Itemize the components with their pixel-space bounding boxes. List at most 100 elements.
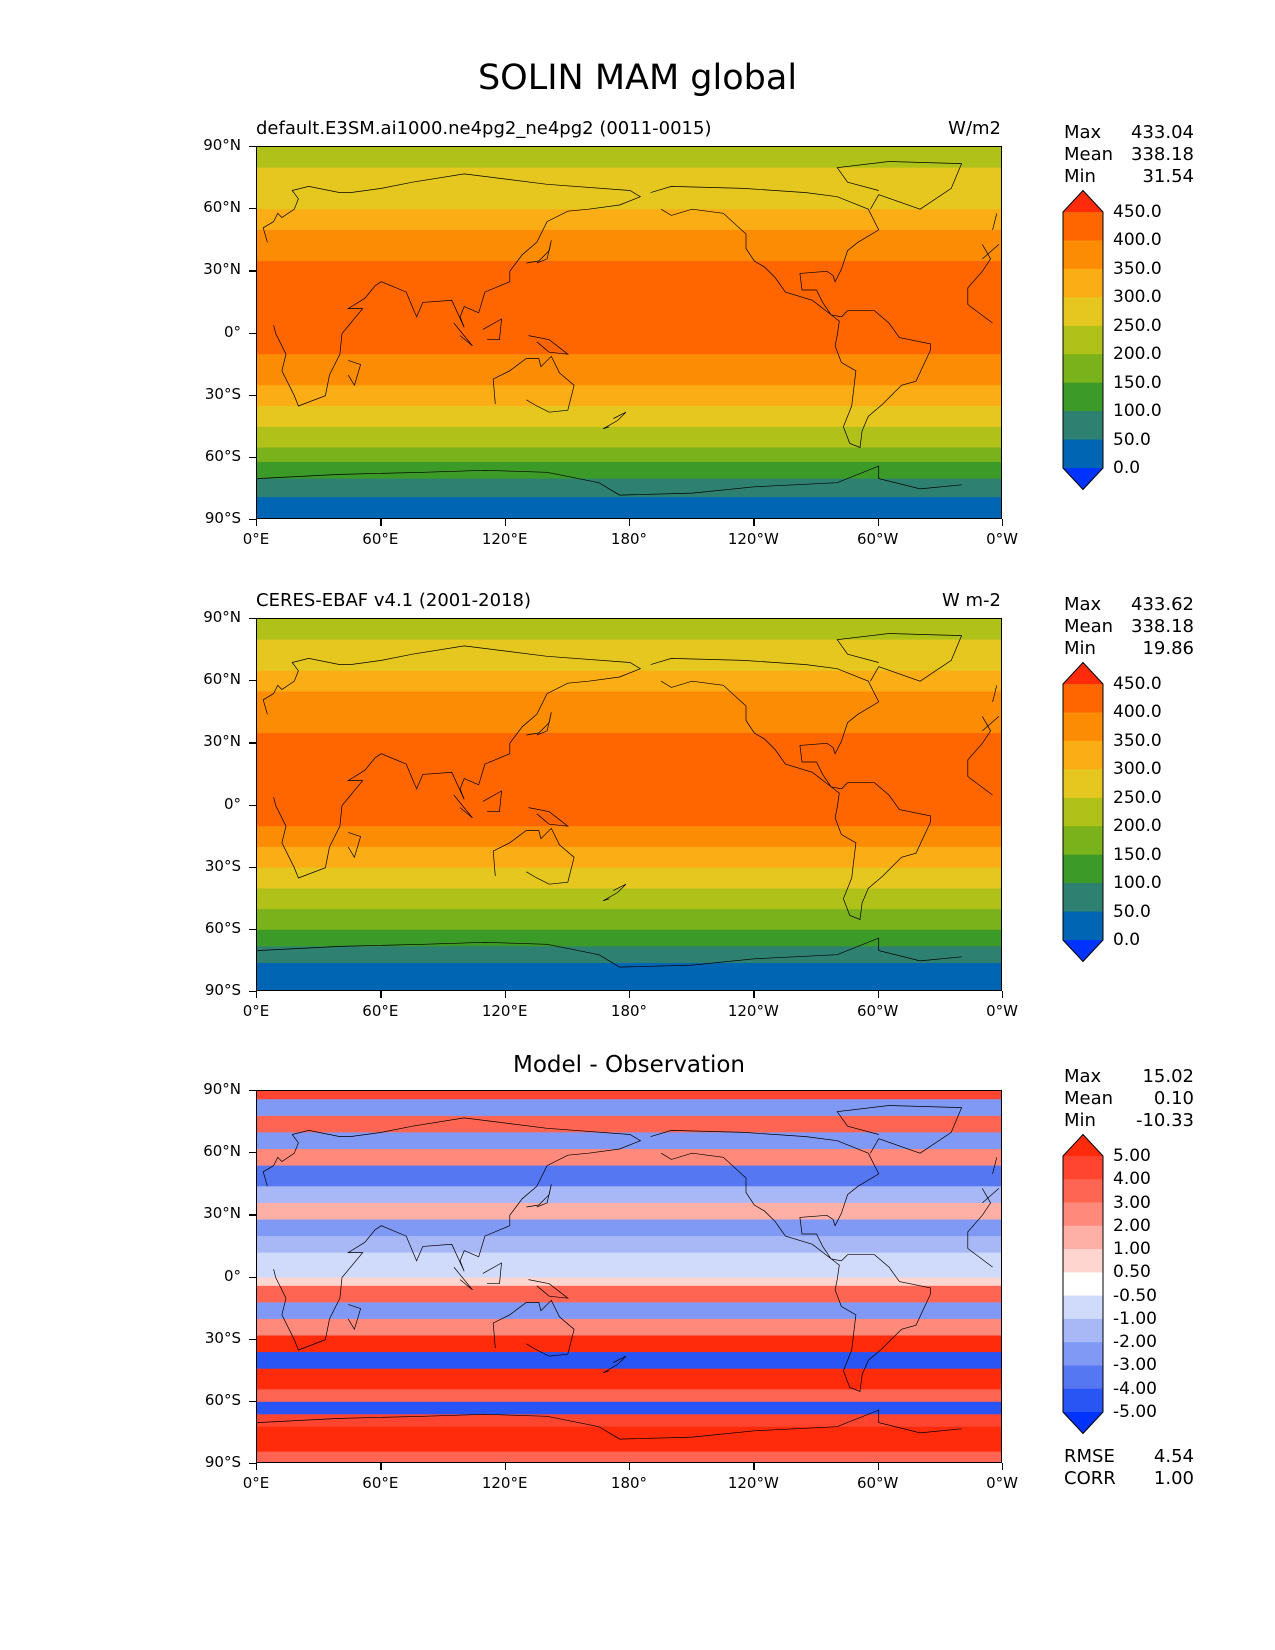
- value-band: [257, 147, 1001, 169]
- lat-tick-label: 60°N: [203, 1142, 241, 1161]
- lon-tick-label: 120°W: [727, 1002, 779, 1020]
- value-band: [257, 497, 1001, 518]
- min-value: 31.54: [1142, 166, 1194, 187]
- value-band: [257, 670, 1001, 693]
- lon-tick: [753, 519, 755, 526]
- colorbar-segment: [1063, 1156, 1103, 1180]
- colorbar-tick-label: 1.00: [1113, 1239, 1151, 1260]
- colorbar-extend-min: [1063, 940, 1103, 962]
- colorbar-tick-label: 200.0: [1113, 816, 1162, 837]
- lon-tick: [1002, 1463, 1004, 1470]
- value-band: [257, 462, 1001, 480]
- coastline: [526, 240, 552, 264]
- lat-tick-label: 30°S: [204, 1328, 241, 1347]
- value-band: [257, 691, 1001, 734]
- lat-tick-label: 30°N: [203, 1204, 241, 1223]
- lon-tick-label: 120°E: [481, 1474, 528, 1492]
- panel-title: Model - Observation: [512, 1052, 746, 1078]
- colorbar-segment: [1063, 883, 1103, 912]
- colorbar-segment: [1063, 1249, 1103, 1273]
- lon-tick-label: 120°E: [481, 1002, 528, 1020]
- colorbar-segment: [1063, 1295, 1103, 1320]
- lat-tick-label: 60°S: [204, 1390, 241, 1409]
- lat-tick: [249, 1152, 256, 1154]
- coastline: [602, 883, 627, 902]
- lat-tick-label: 90°S: [204, 981, 241, 999]
- value-band: [257, 929, 1001, 947]
- lon-tick: [1002, 519, 1004, 526]
- lat-tick: [249, 1214, 256, 1216]
- units-label: W/m2: [948, 118, 1001, 139]
- max-label: Max: [1064, 122, 1102, 143]
- coastline: [262, 645, 642, 879]
- lat-tick-label: 30°N: [203, 260, 241, 279]
- lon-tick-label: 0°W: [986, 1002, 1018, 1020]
- lat-tick: [249, 519, 256, 521]
- colorbar-tick-label: 3.00: [1113, 1192, 1151, 1213]
- colorbar-extend-min: [1063, 468, 1103, 490]
- colorbar: [1062, 190, 1104, 490]
- mean-value: 338.18: [1131, 616, 1194, 637]
- figure-title: SOLIN MAM global: [477, 58, 798, 98]
- colorbar-segment: [1063, 268, 1103, 298]
- colorbar-tick-label: -5.00: [1113, 1402, 1157, 1422]
- lat-tick: [249, 1276, 256, 1278]
- lon-tick-label: 0°W: [986, 1474, 1018, 1492]
- coastline: [492, 1299, 575, 1357]
- colorbar-tick-label: 0.0: [1113, 458, 1141, 478]
- lat-tick: [249, 1463, 256, 1465]
- value-band: [257, 1099, 1001, 1117]
- lat-tick-label: 0°: [223, 1266, 241, 1285]
- coastline: [257, 937, 962, 968]
- colorbar-tick-label: 0.0: [1113, 930, 1141, 950]
- coastline: [526, 1184, 552, 1208]
- lat-tick: [249, 332, 256, 334]
- coastline: [650, 186, 931, 448]
- value-band: [257, 1219, 1001, 1237]
- mean-label: Mean: [1064, 1088, 1114, 1109]
- lat-tick-label: 90°N: [203, 608, 241, 626]
- value-band: [257, 1318, 1001, 1337]
- colorbar-tick-label: 4.00: [1113, 1169, 1151, 1190]
- lon-tick-label: 60°E: [362, 1002, 399, 1020]
- min-label: Min: [1064, 638, 1096, 659]
- lat-tick-label: 90°N: [203, 1080, 241, 1098]
- lat-tick: [249, 208, 256, 210]
- colorbar-tick-label: 200.0: [1113, 344, 1162, 365]
- mean-label: Mean: [1064, 616, 1114, 637]
- colorbar-segment: [1063, 1365, 1103, 1390]
- colorbar-segment: [1063, 797, 1103, 827]
- coastline: [492, 827, 575, 885]
- colorbar-segment: [1063, 854, 1103, 884]
- lon-tick: [1002, 991, 1004, 998]
- lat-tick: [249, 456, 256, 459]
- coastline: [453, 322, 473, 347]
- colorbar-tick-label: 450.0: [1113, 202, 1162, 222]
- coastline: [967, 244, 993, 324]
- colorbar-tick-label: 350.0: [1113, 730, 1162, 751]
- coastline: [482, 1262, 502, 1285]
- lat-tick-label: 90°S: [204, 509, 241, 527]
- colorbar-extend-max: [1063, 1134, 1103, 1156]
- colorbar-extend-max: [1063, 662, 1103, 684]
- lon-tick: [380, 519, 382, 526]
- min-label: Min: [1064, 166, 1096, 187]
- lat-tick-label: 90°N: [203, 136, 241, 154]
- value-band: [257, 1335, 1001, 1353]
- colorbar-outline: [1062, 662, 1104, 962]
- value-band: [257, 385, 1001, 407]
- colorbar-segment: [1063, 911, 1103, 941]
- coastline: [262, 173, 642, 407]
- value-band: [257, 639, 1001, 672]
- panel-title: CERES-EBAF v4.1 (2001-2018): [256, 590, 532, 611]
- colorbar-tick-label: 250.0: [1113, 787, 1162, 808]
- value-band: [257, 1401, 1001, 1415]
- colorbar-tick-label: -4.00: [1113, 1378, 1157, 1399]
- lon-tick-label: 0°E: [242, 1474, 270, 1492]
- lon-tick-label: 0°E: [242, 1002, 270, 1020]
- mean-label: Mean: [1064, 144, 1114, 165]
- lon-tick: [256, 1463, 258, 1470]
- colorbar-segment: [1063, 712, 1103, 742]
- colorbar-segment: [1063, 354, 1103, 384]
- colorbar-segment: [1063, 411, 1103, 440]
